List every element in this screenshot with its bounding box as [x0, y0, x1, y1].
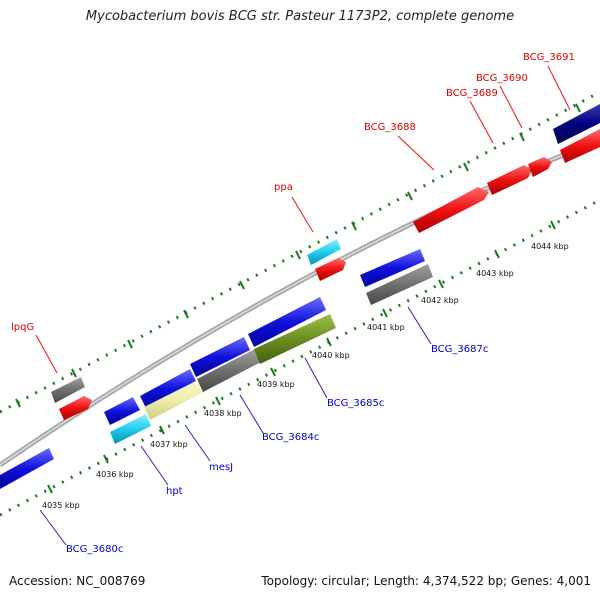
gene-label-BCG-3687c[interactable]: BCG_3687c: [431, 344, 488, 355]
map-title: Mycobacterium bovis BCG str. Pasteur 117…: [85, 9, 515, 24]
gene-label-BCG-3689[interactable]: BCG_3689: [446, 88, 498, 99]
gene-hpt-cyan[interactable]: [110, 414, 151, 444]
gene-BCG-3687c-gray[interactable]: [366, 264, 433, 305]
gene-label-BCG-3690[interactable]: BCG_3690: [476, 73, 528, 84]
forward-leaders: [35, 65, 571, 374]
tick-label: 4041 kbp: [367, 323, 405, 332]
tick-label: 4038 kbp: [204, 409, 242, 418]
gene-BCG-3687c-blue[interactable]: [360, 249, 425, 287]
backbone-highlight: [0, 139, 600, 466]
gene-blue-b[interactable]: [140, 369, 196, 408]
tick-label: 4040 kbp: [312, 351, 350, 360]
gene-BCG-3680c[interactable]: [0, 448, 54, 489]
gene-lpqG-gray[interactable]: [51, 377, 85, 403]
gene-label-ppa[interactable]: ppa: [274, 182, 293, 193]
reverse-tick-row: [0, 198, 600, 517]
gene-BCG-3690[interactable]: [528, 157, 552, 177]
gene-mesJ-yellow[interactable]: [144, 380, 204, 420]
forward-features: [51, 104, 600, 420]
gene-label-BCG-3680c[interactable]: BCG_3680c: [66, 544, 123, 555]
forward-major-ticks: [15, 103, 581, 408]
forward-tick-row: [0, 90, 600, 414]
gene-ppa[interactable]: [315, 258, 346, 281]
gene-blue-a[interactable]: [104, 397, 140, 425]
reverse-gene-labels: BCG_3680c hpt mesJ BCG_3684c BCG_3685c B…: [66, 344, 488, 555]
gene-label-BCG-3684c[interactable]: BCG_3684c: [262, 432, 319, 443]
gene-BCG-3685c-olive[interactable]: [254, 314, 336, 364]
gene-BCG-3688[interactable]: [413, 187, 489, 233]
forward-gene-labels: lpqG ppa BCG_3688 BCG_3689 BCG_3690 BCG_…: [11, 52, 575, 333]
reverse-leaders: [39, 306, 432, 546]
tick-label: 4044 kbp: [531, 242, 569, 251]
gene-lpqG[interactable]: [59, 396, 92, 420]
tick-label: 4036 kbp: [96, 470, 134, 479]
gene-label-lpqG[interactable]: lpqG: [11, 322, 34, 333]
backbone-line: [0, 137, 600, 468]
gene-ppa-cyan[interactable]: [307, 239, 341, 265]
tick-label: 4043 kbp: [476, 269, 514, 278]
tick-label: 4037 kbp: [150, 440, 188, 449]
gene-blue-c[interactable]: [190, 337, 250, 377]
tick-label: 4042 kbp: [421, 296, 459, 305]
gene-BCG-3691[interactable]: [560, 129, 600, 163]
gene-blue-d[interactable]: [248, 297, 326, 347]
gene-label-BCG-3688[interactable]: BCG_3688: [364, 122, 416, 133]
gene-label-BCG-3691[interactable]: BCG_3691: [523, 52, 575, 63]
accession-text: Accession: NC_008769: [9, 574, 146, 588]
gene-label-hpt[interactable]: hpt: [166, 486, 183, 497]
tick-label: 4035 kbp: [42, 501, 80, 510]
reverse-features: [0, 249, 433, 489]
gene-BCG-3689[interactable]: [487, 165, 532, 195]
gene-BCG-3684c-gray[interactable]: [197, 349, 261, 392]
genome-summary-text: Topology: circular; Length: 4,374,522 bp…: [261, 574, 591, 588]
gene-BCG-3691-navy[interactable]: [553, 104, 600, 144]
tick-label: 4039 kbp: [257, 380, 295, 389]
ruler-labels: 4035 kbp 4036 kbp 4037 kbp 4038 kbp 4039…: [42, 242, 569, 510]
gene-label-BCG-3685c[interactable]: BCG_3685c: [327, 398, 384, 409]
gene-label-mesJ[interactable]: mesJ: [209, 462, 233, 473]
reverse-major-ticks: [47, 220, 556, 494]
